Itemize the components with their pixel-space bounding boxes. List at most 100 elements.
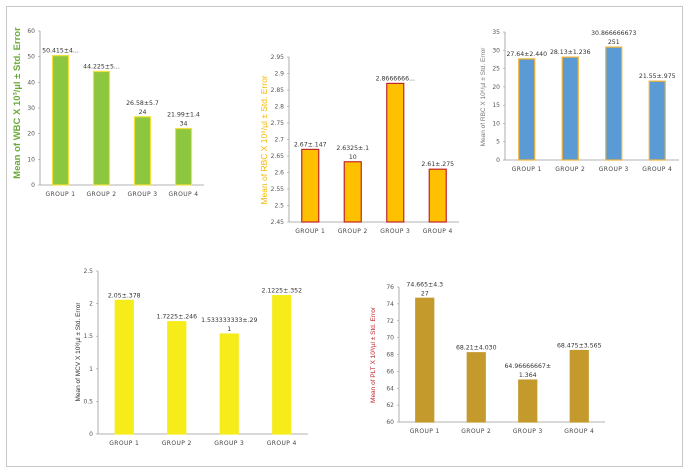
- wbc-y-tick-label: 30: [27, 105, 35, 112]
- wbc-y-tick-label: 60: [27, 28, 35, 35]
- wbc-category-label: GROUP 3: [127, 191, 157, 198]
- wbc-data-label: 34: [180, 121, 188, 128]
- wbc-data-label: 26.58±5.7: [126, 100, 159, 107]
- hb-data-label: 30.866666673: [591, 30, 636, 37]
- rbc-y-tick-label: 2.65: [271, 153, 285, 160]
- rbc-data-label: 2.6325±.1: [336, 145, 369, 152]
- wbc-y-tick-label: 0: [31, 182, 35, 189]
- rbc-chart: Mean of RBC X 10⁶/µl ± Std. Error 2.45 2.5…: [259, 54, 459, 235]
- hb-data-label: 27.64±2.440: [506, 51, 547, 58]
- rbc-bar-4: [428, 168, 447, 223]
- hb-bar-1: [518, 58, 536, 161]
- plt-bar-2: [466, 352, 486, 423]
- wbc-bar-3: [133, 116, 152, 186]
- hb-y-tick-label: 15: [492, 102, 500, 109]
- hb-y-tick-label: 25: [492, 66, 500, 73]
- rbc-y-tick-label: 2.9: [274, 71, 284, 78]
- plt-chart-panel: Mean of PLT X 10³/µl ± Std. Error 60 62 64 6…: [365, 275, 610, 455]
- plt-y-axis-label: Mean of PLT X 10³/µl ± Std. Error: [370, 306, 377, 403]
- hb-y-tick-label: 20: [492, 84, 500, 91]
- rbc-bar-2: [343, 161, 362, 223]
- plt-y-tick-label: 76: [386, 284, 394, 291]
- hb-chart: Mean of RBC X 10⁶/µl ± Std. Error 0 5 10 15 2…: [480, 29, 679, 173]
- rbc-category-label: GROUP 1: [295, 228, 325, 235]
- plt-bar-3: [518, 379, 538, 423]
- hb-y-tick-label: 0: [496, 157, 500, 164]
- rbc-category-label: GROUP 4: [423, 228, 453, 235]
- mcv-bar-4: [272, 295, 292, 435]
- mcv-y-tick-label: 1: [89, 366, 93, 373]
- rbc-y-tick-label: 2.75: [271, 120, 285, 127]
- wbc-y-tick-label: 50: [27, 54, 35, 61]
- hb-category-label: GROUP 2: [555, 166, 585, 173]
- mcv-bar-2: [167, 321, 187, 435]
- wbc-category-label: GROUP 2: [86, 191, 116, 198]
- plt-y-tick-label: 70: [386, 335, 394, 342]
- wbc-chart-panel: Mean of WBC X 10³/µl ± Std. Error 0 10 20 30…: [12, 25, 212, 210]
- plt-category-label: GROUP 4: [564, 428, 594, 435]
- rbc-data-label: 2.67±.147: [294, 141, 327, 148]
- mcv-y-axis-label: Mean of MCV X 10³/µl ± Std. Error: [75, 302, 82, 402]
- plt-category-label: GROUP 1: [410, 428, 440, 435]
- rbc-category-label: GROUP 3: [380, 228, 410, 235]
- wbc-bar-4: [174, 127, 193, 186]
- hb-y-axis-label: Mean of RBC X 10⁶/µl ± Std. Error: [480, 47, 487, 147]
- mcv-bar-1: [114, 299, 134, 435]
- rbc-data-label: 10: [349, 154, 357, 161]
- rbc-y-tick-label: 2.6: [274, 170, 284, 177]
- wbc-category-label: GROUP 1: [45, 191, 75, 198]
- plt-category-label: GROUP 2: [461, 428, 491, 435]
- plt-y-tick-label: 74: [386, 301, 394, 308]
- rbc-y-tick-label: 2.85: [271, 87, 285, 94]
- mcv-data-label: 2.1225±.352: [261, 288, 302, 295]
- hb-category-label: GROUP 3: [599, 166, 629, 173]
- mcv-category-label: GROUP 4: [267, 440, 297, 447]
- plt-category-label: GROUP 3: [513, 428, 543, 435]
- plt-data-label: 68.21±4.030: [456, 345, 497, 352]
- plt-bar-4: [569, 349, 589, 423]
- mcv-category-label: GROUP 1: [109, 440, 139, 447]
- hb-bar-2: [561, 56, 579, 161]
- plt-data-label: 64.96666667±: [504, 363, 551, 370]
- mcv-data-label: 1: [227, 326, 231, 333]
- hb-bar-3: [605, 46, 623, 161]
- mcv-y-tick-label: 2.5: [83, 268, 93, 275]
- wbc-y-tick-label: 20: [27, 131, 35, 138]
- wbc-category-label: GROUP 4: [168, 191, 198, 198]
- plt-data-label: 1.364: [519, 372, 537, 379]
- mcv-chart: Mean of MCV X 10³/µl ± Std. Error 0 0.5 1 1.…: [75, 268, 308, 447]
- hb-data-label: 21.55±.975: [639, 73, 676, 80]
- mcv-category-label: GROUP 2: [162, 440, 192, 447]
- plt-y-tick-label: 60: [386, 419, 394, 426]
- mcv-y-tick-label: 0: [89, 431, 93, 438]
- rbc-bar-3: [386, 82, 405, 223]
- rbc-y-tick-label: 2.55: [271, 186, 285, 193]
- mcv-category-label: GROUP 3: [214, 440, 244, 447]
- rbc-y-tick-label: 2.95: [271, 54, 285, 61]
- rbc-category-label: GROUP 2: [338, 228, 368, 235]
- hb-y-tick-label: 10: [492, 120, 500, 127]
- plt-y-tick-label: 72: [386, 318, 394, 325]
- rbc-y-tick-label: 2.45: [271, 219, 285, 226]
- hb-y-tick-label: 35: [492, 29, 500, 36]
- mcv-bar-3: [219, 333, 239, 435]
- rbc-y-tick-label: 2.7: [274, 137, 284, 144]
- rbc-chart-panel: Mean of RBC X 10⁶/µl ± Std. Error 2.45 2.5…: [255, 50, 465, 246]
- hb-category-label: GROUP 4: [642, 166, 672, 173]
- mcv-y-tick-label: 0.5: [83, 398, 93, 405]
- wbc-bar-1: [51, 55, 70, 186]
- wbc-data-label: 21.99±1.4: [167, 112, 200, 119]
- rbc-y-axis-label: Mean of RBC X 10⁶/µl ± Std. Error: [259, 75, 269, 204]
- plt-bar-1: [415, 297, 435, 423]
- plt-data-label: 74.665±4.3: [406, 281, 443, 288]
- plt-y-tick-label: 66: [386, 368, 394, 375]
- hb-category-label: GROUP 1: [512, 166, 542, 173]
- wbc-y-tick-label: 10: [27, 156, 35, 163]
- plt-y-tick-label: 64: [386, 385, 394, 392]
- plt-y-tick-label: 68: [386, 352, 394, 359]
- mcv-y-tick-label: 2: [89, 301, 93, 308]
- hb-y-tick-label: 5: [496, 139, 500, 146]
- mcv-data-label: 2.05±.378: [108, 292, 141, 299]
- mcv-y-tick-label: 1.5: [83, 333, 93, 340]
- hb-bar-4: [648, 80, 666, 161]
